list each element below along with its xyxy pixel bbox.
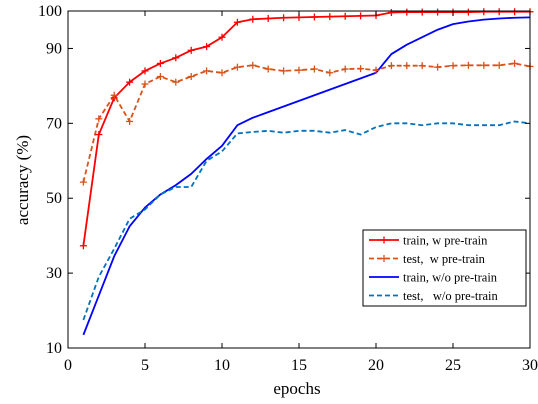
data-point [203, 43, 211, 51]
ticks: 0 5 10 15 20 25 30 10 30 50 70 90 100 [38, 3, 538, 374]
data-point [449, 62, 457, 70]
data-point [156, 73, 164, 81]
data-point [387, 8, 395, 16]
data-point [280, 67, 288, 75]
data-point [249, 61, 257, 69]
data-point [280, 14, 288, 22]
data-point [495, 61, 503, 69]
legend-entry: test, w pre-train [369, 252, 486, 266]
data-point [95, 131, 103, 139]
data-point [418, 62, 426, 70]
data-point [434, 8, 442, 16]
x-tick-label: 10 [214, 357, 230, 374]
y-tick-label: 100 [38, 3, 62, 20]
data-point [418, 8, 426, 16]
y-tick-label: 50 [46, 190, 62, 207]
y-axis-label: accuracy (%) [13, 135, 32, 225]
data-point [403, 62, 411, 70]
data-point [187, 73, 195, 81]
legend-label: train, w/o pre-train [403, 271, 498, 285]
data-point [480, 8, 488, 16]
series-line-test-w-pre-train [82, 62, 531, 183]
data-point [341, 65, 349, 73]
x-tick-label: 20 [368, 357, 384, 374]
legend: train, w pre-train test, w pre-train train… [362, 229, 527, 307]
data-point [511, 59, 519, 67]
data-point [79, 242, 87, 250]
legend-label: train, w pre-train [403, 234, 488, 248]
data-point [326, 69, 334, 77]
data-point [264, 14, 272, 22]
legend-label: test, w/o pre-train [403, 289, 499, 303]
data-point [249, 15, 257, 23]
data-point [141, 80, 149, 88]
data-point [126, 78, 134, 86]
x-tick-label: 5 [141, 357, 149, 374]
plot-markers [79, 8, 534, 250]
legend-entry: train, w pre-train [369, 234, 488, 248]
data-point [187, 46, 195, 54]
legend-box [362, 229, 527, 307]
series-line-test-w-o-pre-train [82, 120, 531, 321]
data-point [172, 54, 180, 62]
data-point [357, 12, 365, 20]
x-tick-label: 0 [64, 357, 72, 374]
y-tick-label: 30 [46, 265, 62, 282]
data-point [79, 178, 87, 186]
legend-entry: test, w/o pre-train [369, 289, 499, 303]
data-point [295, 66, 303, 74]
x-tick-label: 25 [445, 357, 461, 374]
x-axis-label: epochs [273, 379, 320, 398]
data-point [434, 63, 442, 71]
legend-entry: train, w/o pre-train [369, 271, 498, 285]
data-point [372, 66, 380, 74]
data-point [511, 8, 519, 16]
data-point [264, 65, 272, 73]
data-point [203, 67, 211, 75]
data-point [357, 65, 365, 73]
data-point [126, 117, 134, 125]
data-point [218, 33, 226, 41]
data-point [326, 13, 334, 21]
y-tick-label: 70 [46, 115, 62, 132]
data-point [141, 67, 149, 75]
data-point [233, 63, 241, 71]
x-tick-label: 30 [522, 357, 538, 374]
data-point [95, 115, 103, 123]
series-line-train-w-pre-train [82, 10, 530, 246]
data-point [495, 8, 503, 16]
data-point [110, 91, 118, 99]
x-tick-label: 15 [291, 357, 307, 374]
data-point [464, 61, 472, 69]
data-point [341, 12, 349, 20]
data-point [172, 78, 180, 86]
data-point [480, 61, 488, 69]
data-point [310, 13, 318, 21]
y-tick-label: 10 [46, 340, 62, 357]
legend-label: test, w pre-train [403, 252, 486, 266]
y-tick-label: 90 [46, 40, 62, 57]
data-point [156, 59, 164, 67]
data-point [464, 8, 472, 16]
data-point [403, 8, 411, 16]
data-point [310, 65, 318, 73]
data-point [218, 69, 226, 77]
data-point [387, 62, 395, 70]
data-point [233, 18, 241, 26]
